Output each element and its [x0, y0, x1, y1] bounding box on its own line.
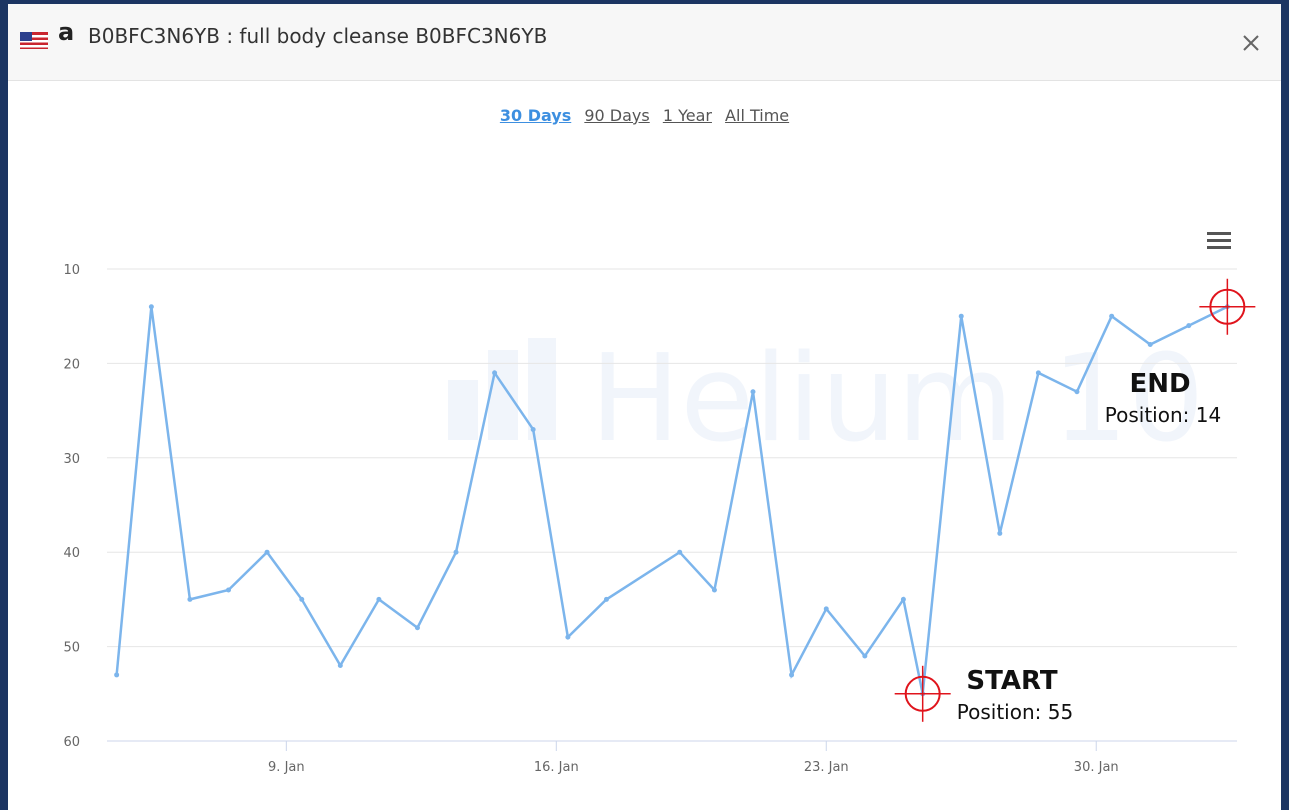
- data-point: [530, 426, 536, 432]
- data-point: [900, 596, 906, 602]
- data-point: [114, 672, 120, 678]
- data-point: [862, 653, 868, 659]
- data-point: [148, 304, 154, 310]
- data-point: [1035, 370, 1041, 376]
- range-option[interactable]: 30 Days: [499, 106, 572, 125]
- range-option[interactable]: 1 Year: [662, 106, 712, 125]
- data-point: [997, 530, 1003, 536]
- data-point: [677, 549, 683, 555]
- modal: a B0BFC3N6YB : full body cleanse B0BFC3N…: [8, 4, 1281, 810]
- x-tick-label: 30. Jan: [1074, 760, 1119, 775]
- data-point: [1109, 313, 1115, 319]
- series-line: [115, 305, 1228, 695]
- annotation-title: START: [966, 666, 1057, 696]
- data-point: [1074, 389, 1080, 395]
- data-point: [789, 672, 795, 678]
- x-tick-label: 9. Jan: [268, 760, 305, 775]
- data-point: [1147, 342, 1153, 348]
- data-point: [453, 549, 459, 555]
- data-point: [264, 549, 270, 555]
- target-marker: [894, 665, 951, 722]
- range-option[interactable]: All Time: [725, 106, 790, 125]
- annotation-text: Position: 14: [1105, 403, 1221, 427]
- flag: [20, 32, 48, 49]
- y-tick-label: 40: [63, 546, 80, 561]
- range-option[interactable]: 90 Days: [584, 106, 650, 125]
- data-point: [603, 596, 609, 602]
- data-point: [711, 587, 717, 593]
- y-tick-label: 30: [63, 452, 80, 467]
- data-point: [225, 587, 231, 593]
- x-tick-label: 16. Jan: [534, 760, 579, 775]
- y-tick-label: 10: [63, 263, 80, 278]
- store-logo: a: [58, 18, 75, 46]
- data-point: [750, 389, 756, 395]
- watermark-text: Helium 10: [590, 330, 1205, 469]
- data-point: [958, 313, 964, 319]
- modal-title: B0BFC3N6YB : full body cleanse B0BFC3N6Y…: [88, 24, 548, 48]
- data-point: [823, 606, 829, 612]
- y-tick-label: 50: [63, 641, 80, 656]
- header: a B0BFC3N6YB : full body cleanse B0BFC3N…: [8, 4, 1281, 81]
- menu-button[interactable]: [1207, 232, 1231, 249]
- data-point: [565, 634, 571, 640]
- close-button[interactable]: [1240, 32, 1264, 56]
- x-tick-label: 23. Jan: [804, 760, 849, 775]
- annotation-text: Position: 55: [957, 700, 1073, 724]
- data-point: [299, 596, 305, 602]
- data-point: [376, 596, 382, 602]
- y-tick-label: 20: [63, 357, 80, 372]
- range-selector: 30 Days 90 Days 1 Year All Time: [8, 106, 1281, 125]
- target-marker: [1199, 278, 1256, 335]
- data-point: [187, 596, 193, 602]
- data-point: [337, 662, 343, 668]
- data-point: [1186, 323, 1192, 329]
- data-point: [492, 370, 498, 376]
- y-tick-label: 60: [63, 735, 80, 750]
- annotation-title: END: [1129, 369, 1190, 399]
- data-point: [414, 625, 420, 631]
- watermark: Helium 10: [448, 330, 1205, 469]
